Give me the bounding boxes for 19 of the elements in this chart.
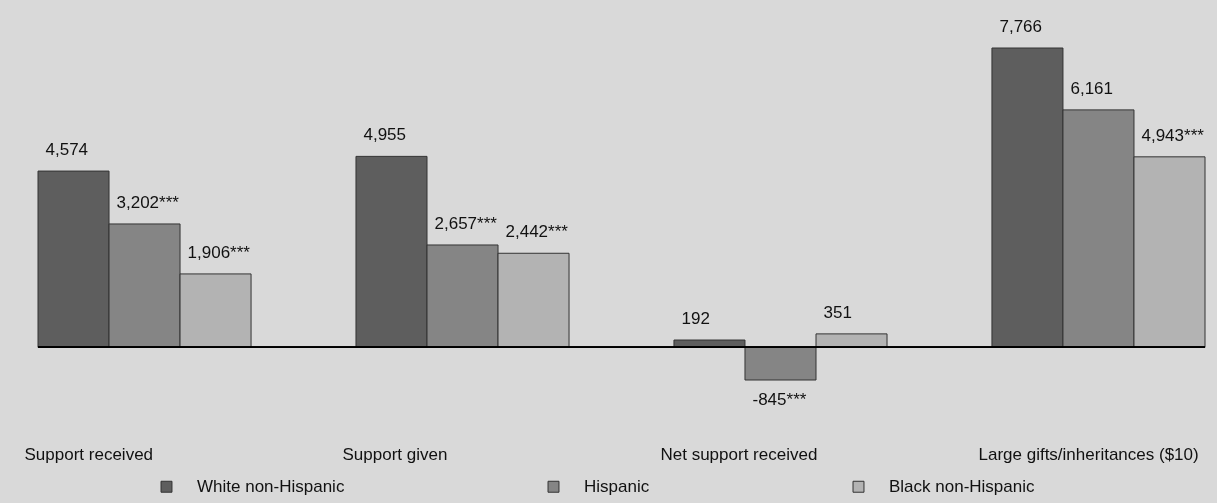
data-label: 4,574 bbox=[45, 140, 89, 160]
data-label: 7,766 bbox=[999, 17, 1043, 36]
legend-label: Black non-Hispanic bbox=[889, 476, 1036, 496]
data-label: 6,161 bbox=[1070, 78, 1114, 98]
data-label: 351 bbox=[823, 302, 852, 322]
data-label: 4,955 bbox=[363, 125, 407, 145]
x-tick-label: Support given bbox=[342, 444, 448, 464]
data-label: 1,906*** bbox=[187, 242, 251, 262]
x-tick-label: Large gifts/inheritances ($10) bbox=[978, 444, 1199, 464]
data-label: 3,202*** bbox=[116, 192, 180, 212]
data-label: 4,943*** bbox=[1141, 125, 1205, 145]
data-label: 2,442*** bbox=[505, 222, 569, 242]
data-label: -845*** bbox=[752, 390, 807, 409]
data-label: 2,657*** bbox=[434, 213, 498, 233]
x-tick-label: Net support received bbox=[660, 444, 818, 464]
legend-label: Hispanic bbox=[584, 476, 650, 496]
legend-label: White non-Hispanic bbox=[197, 476, 345, 496]
data-label: 192 bbox=[681, 309, 710, 329]
x-tick-label: Support received bbox=[24, 444, 154, 464]
